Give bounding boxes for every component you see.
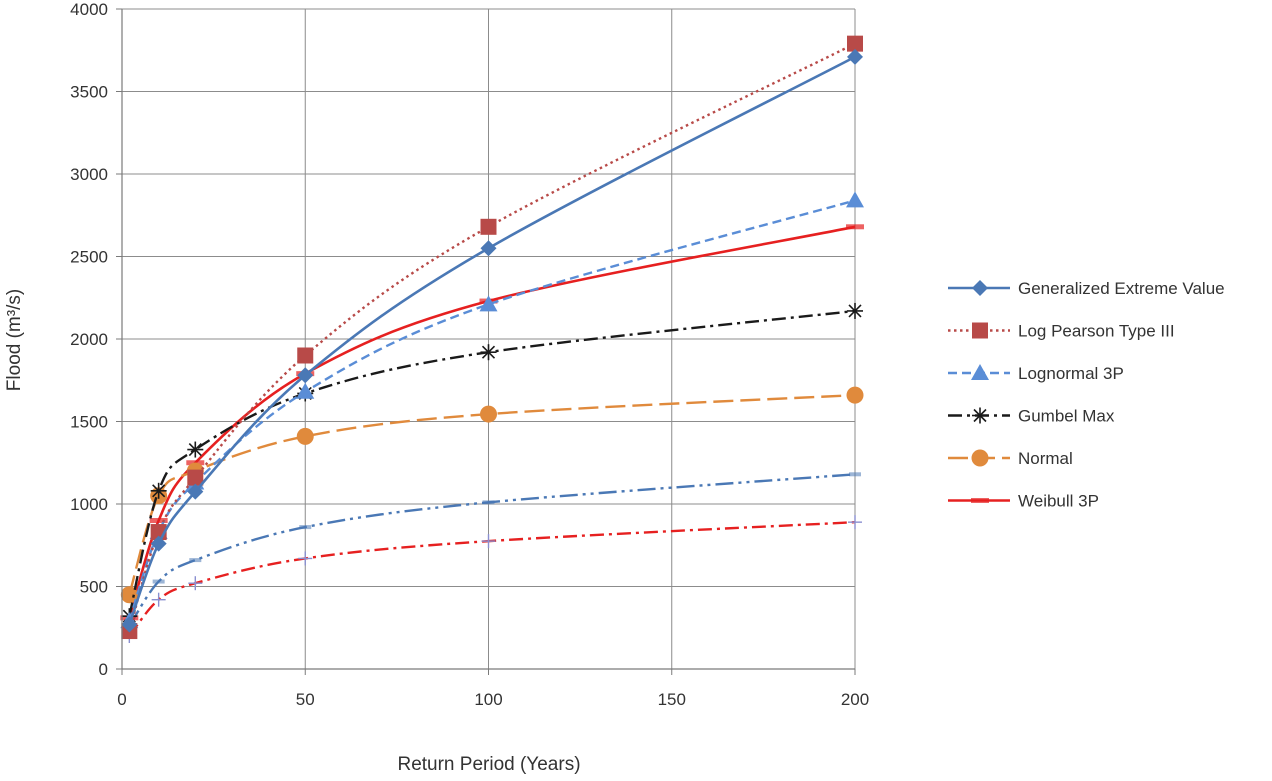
series-line bbox=[128, 393, 856, 596]
data-point bbox=[189, 558, 202, 563]
data-point bbox=[480, 240, 497, 257]
data-point bbox=[480, 344, 497, 361]
data-point bbox=[150, 535, 167, 552]
x-tick-label: 150 bbox=[658, 690, 686, 709]
y-tick-label: 1000 bbox=[70, 495, 108, 514]
series-5 bbox=[120, 224, 864, 621]
data-point bbox=[297, 367, 314, 384]
series-4 bbox=[120, 386, 864, 604]
legend-swatch-marker bbox=[972, 407, 988, 424]
data-point bbox=[121, 616, 138, 633]
legend-swatch-marker bbox=[971, 364, 989, 380]
data-point bbox=[149, 518, 168, 523]
gridlines bbox=[121, 8, 856, 670]
data-point bbox=[846, 224, 864, 230]
data-point bbox=[847, 48, 863, 65]
series-line bbox=[128, 520, 856, 637]
legend: Generalized Extreme Value Log Pearson Typ… bbox=[948, 279, 1225, 511]
data-point bbox=[188, 576, 203, 591]
legend-item: Generalized Extreme Value bbox=[948, 279, 1225, 298]
legend-item: Gumbel Max bbox=[948, 407, 1115, 426]
data-point bbox=[846, 191, 864, 208]
data-point bbox=[151, 592, 166, 607]
data-point bbox=[480, 405, 497, 423]
data-point bbox=[481, 534, 496, 549]
data-point bbox=[480, 218, 497, 235]
x-tick-label: 0 bbox=[117, 690, 126, 709]
legend-label: Gumbel Max bbox=[1018, 407, 1115, 426]
data-point bbox=[846, 386, 864, 404]
data-point bbox=[296, 427, 314, 445]
data-point bbox=[847, 302, 863, 319]
data-point bbox=[849, 472, 861, 477]
y-tick-label: 4000 bbox=[70, 0, 108, 19]
series-6 bbox=[123, 472, 861, 629]
legend-item: Log Pearson Type III bbox=[948, 322, 1175, 341]
legend-swatch-marker bbox=[972, 322, 988, 339]
data-point bbox=[847, 35, 863, 52]
legend-label: Weibull 3P bbox=[1018, 492, 1099, 511]
series-7 bbox=[122, 515, 862, 643]
y-tick-label: 3000 bbox=[70, 165, 108, 184]
legend-swatch-marker bbox=[971, 449, 989, 467]
y-tick-label: 1500 bbox=[70, 413, 108, 432]
legend-swatch-marker bbox=[971, 498, 989, 503]
series-line bbox=[128, 473, 856, 627]
data-point bbox=[187, 469, 204, 486]
data-point bbox=[482, 500, 495, 505]
series-1 bbox=[121, 35, 863, 640]
data-point bbox=[187, 483, 204, 500]
series-3 bbox=[121, 302, 863, 625]
data-point bbox=[150, 482, 167, 499]
legend-item: Lognormal 3P bbox=[948, 364, 1124, 383]
y-tick-label: 2500 bbox=[70, 248, 108, 267]
data-point bbox=[299, 525, 312, 530]
data-point bbox=[848, 515, 862, 530]
series-0 bbox=[121, 48, 863, 633]
legend-label: Lognormal 3P bbox=[1018, 364, 1124, 383]
data-point bbox=[152, 579, 165, 584]
data-point bbox=[298, 551, 313, 566]
x-tick-label: 200 bbox=[841, 690, 869, 709]
data-point bbox=[120, 586, 138, 604]
series-line bbox=[128, 55, 856, 625]
data-point bbox=[296, 382, 315, 399]
y-tick-label: 2000 bbox=[70, 330, 108, 349]
legend-label: Log Pearson Type III bbox=[1018, 322, 1175, 341]
y-axis-title: Flood (m³/s) bbox=[4, 289, 25, 391]
series-line bbox=[128, 42, 856, 632]
legend-item: Weibull 3P bbox=[948, 492, 1099, 511]
y-tick-label: 500 bbox=[80, 578, 108, 597]
legend-label: Generalized Extreme Value bbox=[1018, 279, 1225, 298]
x-tick-label: 100 bbox=[474, 690, 502, 709]
legend-label: Normal bbox=[1018, 449, 1073, 468]
axes: 0 500 1000 1500 2000 2500 3000 3500 4000 0 50 100 15… bbox=[70, 0, 869, 709]
x-tick-label: 50 bbox=[296, 690, 315, 709]
data-point bbox=[297, 347, 314, 364]
x-axis-title: Return Period (Years) bbox=[397, 754, 580, 775]
legend-item: Normal bbox=[948, 449, 1073, 468]
series-lines bbox=[120, 35, 864, 643]
data-point bbox=[479, 295, 498, 312]
data-point bbox=[187, 441, 204, 458]
legend-swatch-marker bbox=[972, 280, 988, 296]
y-tick-label: 0 bbox=[99, 660, 108, 679]
y-tick-label: 3500 bbox=[70, 83, 108, 102]
